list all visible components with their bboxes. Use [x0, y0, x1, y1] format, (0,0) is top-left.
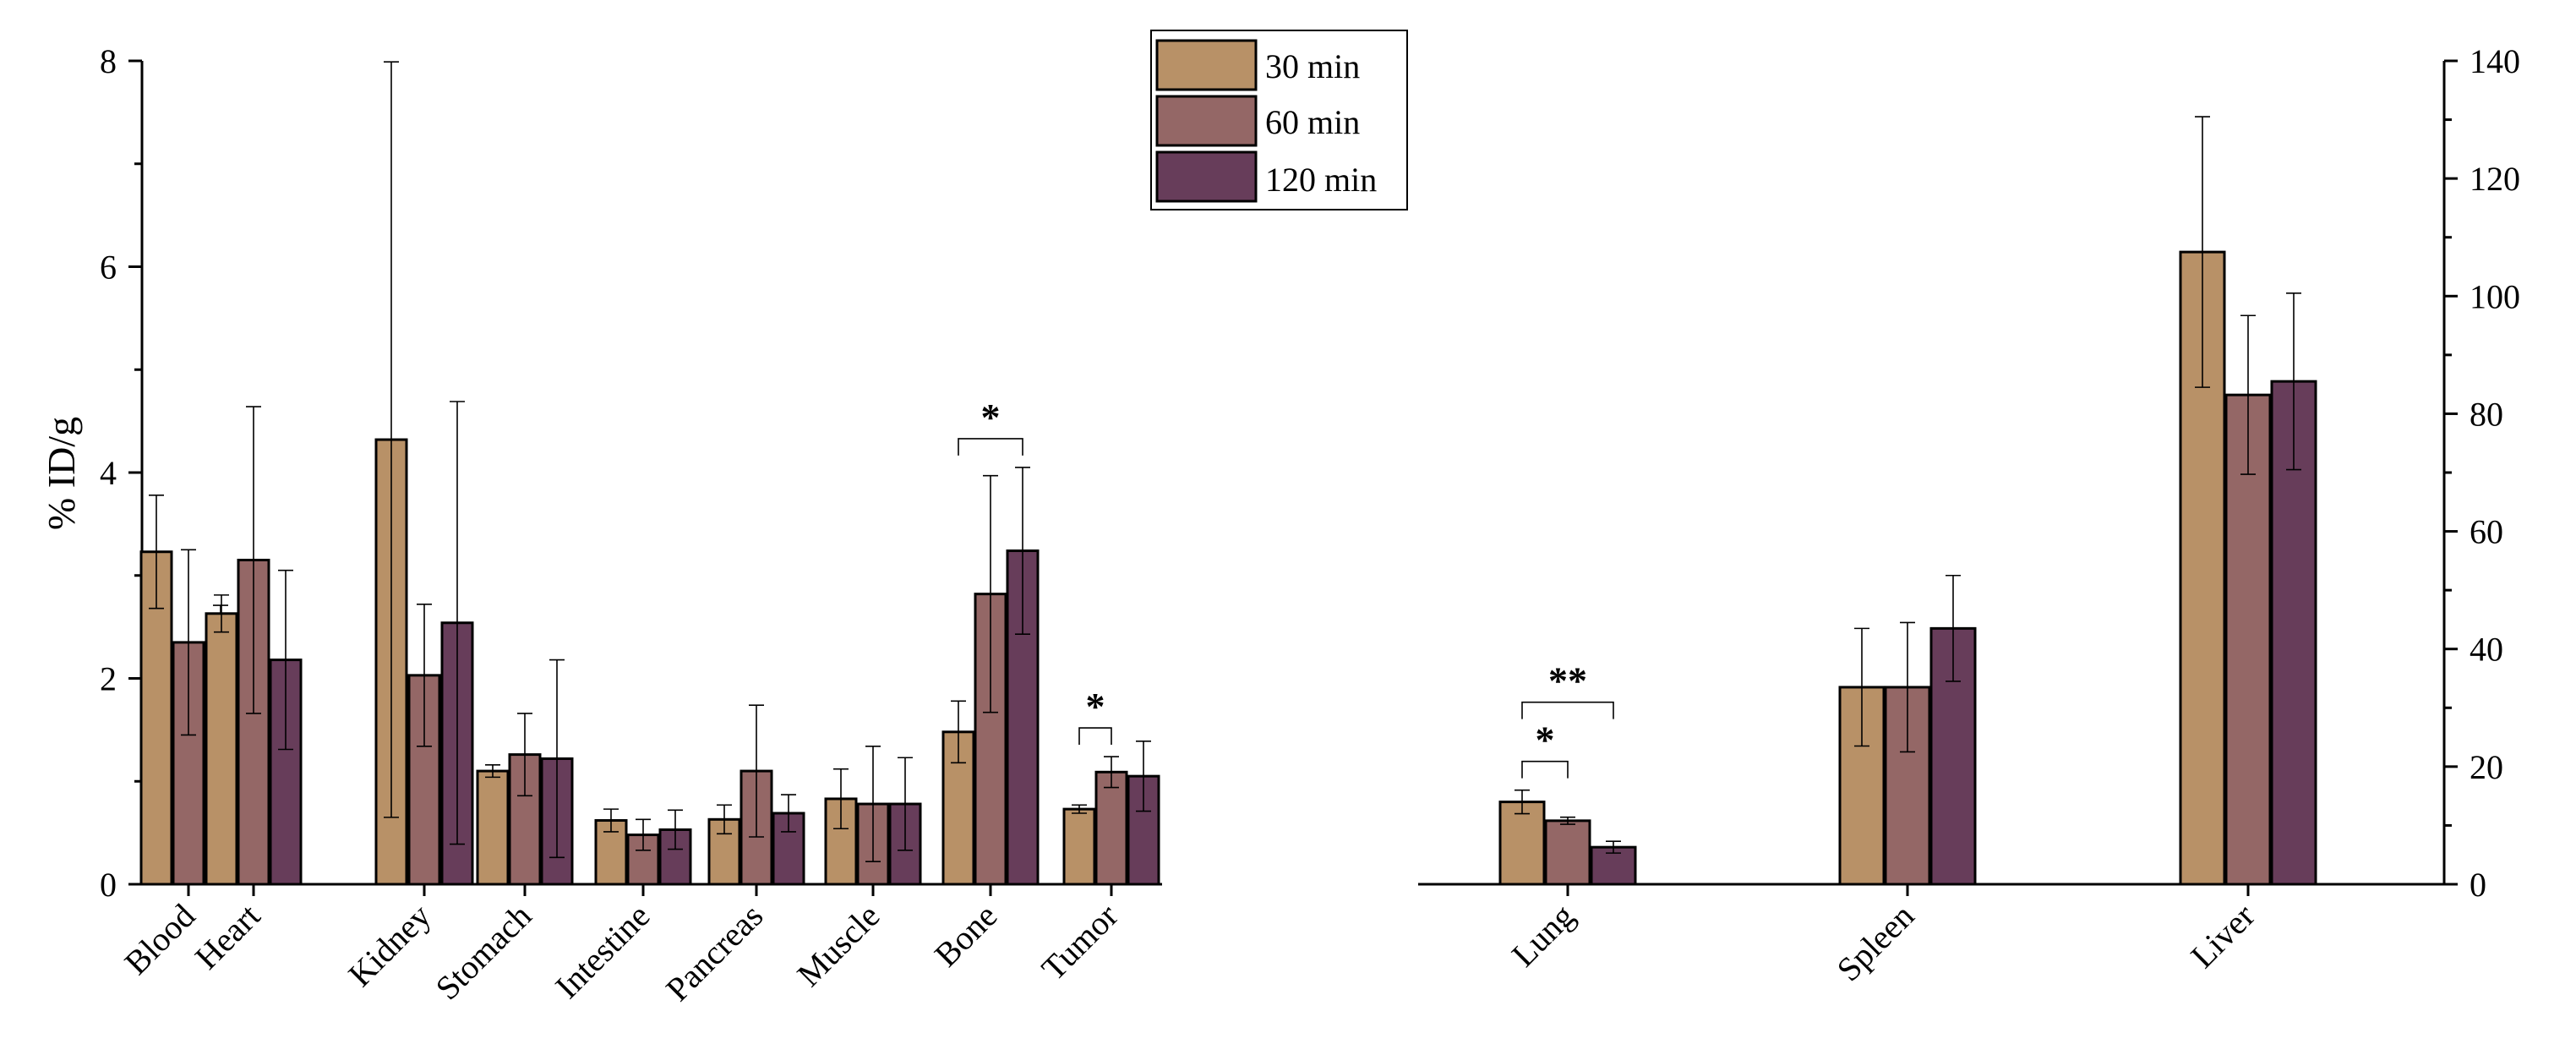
error-bar-heart-60-min: [246, 406, 261, 714]
right-bars: [1498, 116, 2317, 886]
error-bar-tumor-30-min: [1072, 804, 1087, 814]
left-x-tick-label-pancreas: Pancreas: [658, 897, 770, 1009]
error-bar-bone-30-min: [951, 700, 966, 764]
left-x-tick-label-kidney: Kidney: [341, 897, 438, 994]
error-bar-liver-30-min: [2195, 116, 2210, 388]
error-bar-blood-60-min: [181, 549, 196, 736]
error-bar-heart-120-min: [278, 569, 293, 751]
significance-label-bone-0: *: [981, 396, 1001, 439]
error-bar-lung-60-min: [1560, 816, 1575, 825]
error-bar-tumor-60-min: [1104, 756, 1119, 789]
legend-label-30min: 30 min: [1265, 47, 1360, 85]
right-y-tick-label-120: 120: [2470, 160, 2520, 198]
left-y-tick-label-8: 8: [100, 42, 117, 80]
right-significance: ***: [1521, 659, 1614, 779]
right-x-tick-label-lung: Lung: [1504, 897, 1582, 975]
right-y-tick-label-60: 60: [2470, 513, 2503, 551]
bar-lung-30-min: [1498, 801, 1546, 886]
bar-stomach-30-min: [476, 769, 510, 886]
significance-bracket-lung-0: [1521, 760, 1569, 779]
error-bar-bone-120-min: [1015, 467, 1030, 635]
significance-label-lung-1: **: [1548, 659, 1587, 702]
error-bar-spleen-60-min: [1900, 621, 1915, 753]
bar-tumor-30-min: [1062, 807, 1096, 886]
right-y-tick-label-100: 100: [2470, 277, 2520, 315]
right-y-tick-label-40: 40: [2470, 631, 2503, 669]
error-bar-spleen-120-min: [1946, 574, 1961, 682]
left-y-tick-label-4: 4: [100, 454, 117, 492]
error-bar-intestine-60-min: [636, 818, 651, 851]
left-y-tick-label-2: 2: [100, 660, 117, 698]
left-x-tick-label-heart: Heart: [188, 897, 268, 977]
error-bar-blood-30-min: [149, 494, 164, 609]
error-bar-liver-120-min: [2286, 292, 2301, 471]
error-bar-muscle-30-min: [833, 768, 849, 830]
error-bar-pancreas-60-min: [749, 704, 764, 838]
error-bar-spleen-30-min: [1854, 627, 1869, 747]
error-bar-tumor-120-min: [1136, 740, 1151, 812]
left-bars: [139, 61, 1160, 886]
error-bar-stomach-60-min: [517, 713, 532, 797]
legend-label-120min: 120 min: [1265, 161, 1377, 199]
right-y-tick-label-20: 20: [2470, 748, 2503, 786]
bar-tumor-60-min: [1094, 770, 1128, 886]
error-bar-kidney-30-min: [384, 61, 399, 818]
legend-swatch-30min: [1155, 39, 1258, 91]
significance-label-tumor-1: *: [1086, 685, 1105, 728]
error-bar-muscle-60-min: [865, 746, 881, 863]
legend-swatch-120min: [1155, 150, 1258, 203]
significance-bracket-bone-0: [958, 438, 1023, 456]
left-x-tick-label-tumor: Tumor: [1034, 897, 1126, 988]
left-y-axis-title: % ID/g: [40, 417, 83, 530]
error-bar-intestine-120-min: [668, 809, 683, 850]
error-bar-stomach-30-min: [485, 763, 500, 779]
legend-swatch-60min: [1155, 95, 1258, 147]
right-y-tick-label-140: 140: [2470, 42, 2520, 80]
significance-bracket-lung-1: [1521, 701, 1614, 719]
left-x-tick-label-stomach: Stomach: [428, 897, 539, 1008]
right-x-tick-label-spleen: Spleen: [1830, 897, 1922, 989]
legend: 30 min 60 min 120 min: [1150, 30, 1408, 210]
left-significance: **: [958, 396, 1112, 746]
right-y-tick-label-80: 80: [2470, 395, 2503, 433]
error-bar-lung-30-min: [1514, 789, 1530, 815]
left-x-tick-label-blood: Blood: [117, 897, 202, 982]
legend-label-60min: 60 min: [1265, 103, 1360, 141]
left-x-tick-label-intestine: Intestine: [548, 897, 657, 1006]
error-bar-heart-30-min: [214, 594, 229, 633]
bar-heart-30-min: [205, 612, 238, 886]
left-y-tick-label-0: 0: [100, 866, 117, 904]
error-bar-stomach-120-min: [549, 659, 565, 859]
error-bar-pancreas-30-min: [717, 804, 732, 835]
significance-label-lung-0: *: [1536, 719, 1555, 762]
error-bar-liver-60-min: [2240, 314, 2256, 475]
error-bar-pancreas-120-min: [781, 794, 796, 833]
error-bar-kidney-60-min: [417, 604, 432, 747]
left-x-tick-label-muscle: Muscle: [789, 897, 887, 994]
error-bar-lung-120-min: [1606, 840, 1621, 854]
bar-muscle-30-min: [824, 797, 858, 886]
left-x-tick-label-bone: Bone: [927, 897, 1005, 975]
error-bar-muscle-120-min: [898, 757, 913, 851]
left-y-ticks: 0 2 4 6 8: [100, 42, 142, 904]
right-y-ticks: 0 20 40 60 80 100 120 140: [2444, 42, 2520, 904]
right-x-tick-labels: Lung Spleen Liver: [1504, 884, 2262, 988]
error-bar-intestine-30-min: [603, 808, 619, 833]
right-y-tick-label-0: 0: [2470, 866, 2486, 904]
error-bar-bone-60-min: [983, 474, 998, 713]
left-y-tick-label-6: 6: [100, 249, 117, 287]
bar-liver-60-min: [2224, 393, 2272, 886]
significance-bracket-tumor-1: [1078, 727, 1112, 746]
error-bar-kidney-120-min: [450, 401, 465, 845]
right-x-tick-label-liver: Liver: [2183, 897, 2262, 976]
bar-lung-60-min: [1544, 819, 1591, 886]
